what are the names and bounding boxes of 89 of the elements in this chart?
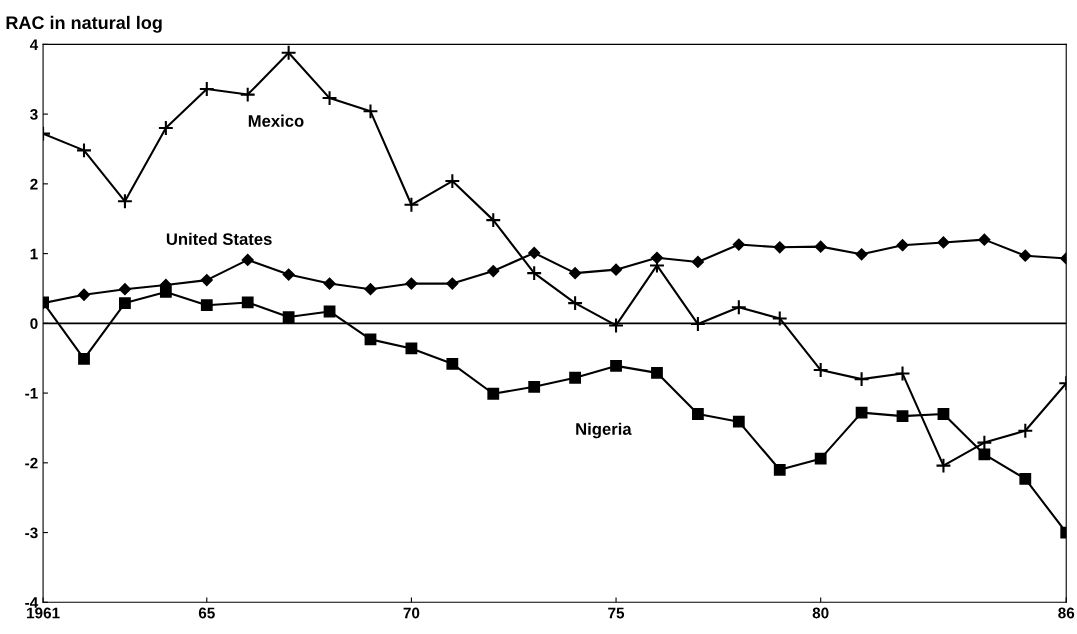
point: [569, 267, 582, 280]
x-tick-label: 1961: [27, 607, 60, 619]
point: [773, 241, 786, 254]
point: [569, 371, 582, 384]
x-tick-label: 65: [198, 607, 215, 619]
point: [528, 246, 541, 259]
point: [853, 371, 870, 388]
point: [896, 410, 909, 422]
point: [567, 295, 584, 312]
point: [157, 120, 174, 137]
y-tick-label: -4: [25, 597, 39, 608]
point: [362, 103, 379, 120]
point: [446, 277, 459, 290]
y-tick-label: -3: [25, 527, 38, 539]
point: [280, 44, 297, 61]
point: [812, 362, 829, 379]
point: [1019, 472, 1032, 485]
y-tick-label: 3: [30, 108, 38, 120]
point: [282, 268, 295, 281]
series-label: United States: [166, 232, 272, 246]
point: [78, 288, 90, 301]
point: [689, 316, 706, 333]
point: [403, 196, 420, 213]
point: [855, 248, 868, 261]
y-axis-title: RAC in natural log: [6, 15, 162, 33]
point: [610, 359, 622, 372]
x-tick-label: 70: [403, 607, 420, 619]
point: [894, 365, 911, 382]
y-tick-label: -1: [25, 388, 38, 399]
point: [937, 236, 950, 249]
y-tick-label: 4: [29, 39, 39, 50]
point: [732, 415, 745, 428]
point: [241, 296, 254, 309]
point: [200, 274, 213, 287]
point: [691, 256, 704, 268]
point: [405, 277, 418, 290]
point: [1017, 422, 1034, 439]
point: [241, 253, 254, 266]
point: [896, 239, 909, 252]
y-tick-label: -2: [25, 457, 38, 469]
x-tick-label: 80: [812, 607, 829, 619]
point: [773, 463, 786, 476]
point: [771, 310, 788, 327]
point: [364, 333, 377, 346]
point: [814, 452, 827, 465]
point: [978, 233, 991, 246]
point: [323, 277, 336, 290]
point: [118, 283, 131, 296]
point: [730, 299, 747, 316]
point: [937, 408, 950, 420]
point: [119, 297, 131, 310]
point: [405, 342, 418, 355]
point: [76, 142, 92, 159]
point: [487, 387, 500, 400]
point: [78, 353, 90, 365]
point: [978, 448, 991, 461]
series-label: Mexico: [248, 114, 304, 127]
point: [323, 305, 336, 318]
text: Nigeria: [576, 422, 632, 439]
y-tick-label: 1: [30, 248, 38, 260]
point: [239, 86, 256, 103]
x-tick-label: 86: [1058, 607, 1075, 619]
point: [976, 434, 993, 451]
point: [732, 238, 745, 251]
point: [446, 357, 459, 370]
point: [116, 193, 133, 210]
point: [651, 366, 663, 379]
point: [364, 283, 377, 296]
point: [935, 457, 952, 474]
x-tick-label: 75: [608, 607, 625, 619]
y-tick-label: 0: [30, 318, 38, 330]
point: [610, 263, 622, 276]
point: [487, 265, 500, 277]
point: [691, 408, 704, 420]
point: [321, 90, 338, 107]
point: [526, 265, 543, 282]
point: [1019, 249, 1032, 262]
point: [444, 173, 461, 190]
point: [198, 81, 215, 97]
point: [200, 299, 213, 312]
point: [528, 380, 541, 393]
point: [608, 317, 625, 334]
point: [814, 240, 827, 253]
point: [282, 311, 295, 323]
point: [159, 286, 172, 298]
point: [485, 212, 502, 229]
point: [855, 406, 868, 419]
point: [651, 251, 663, 264]
y-tick-label: 2: [30, 178, 38, 190]
